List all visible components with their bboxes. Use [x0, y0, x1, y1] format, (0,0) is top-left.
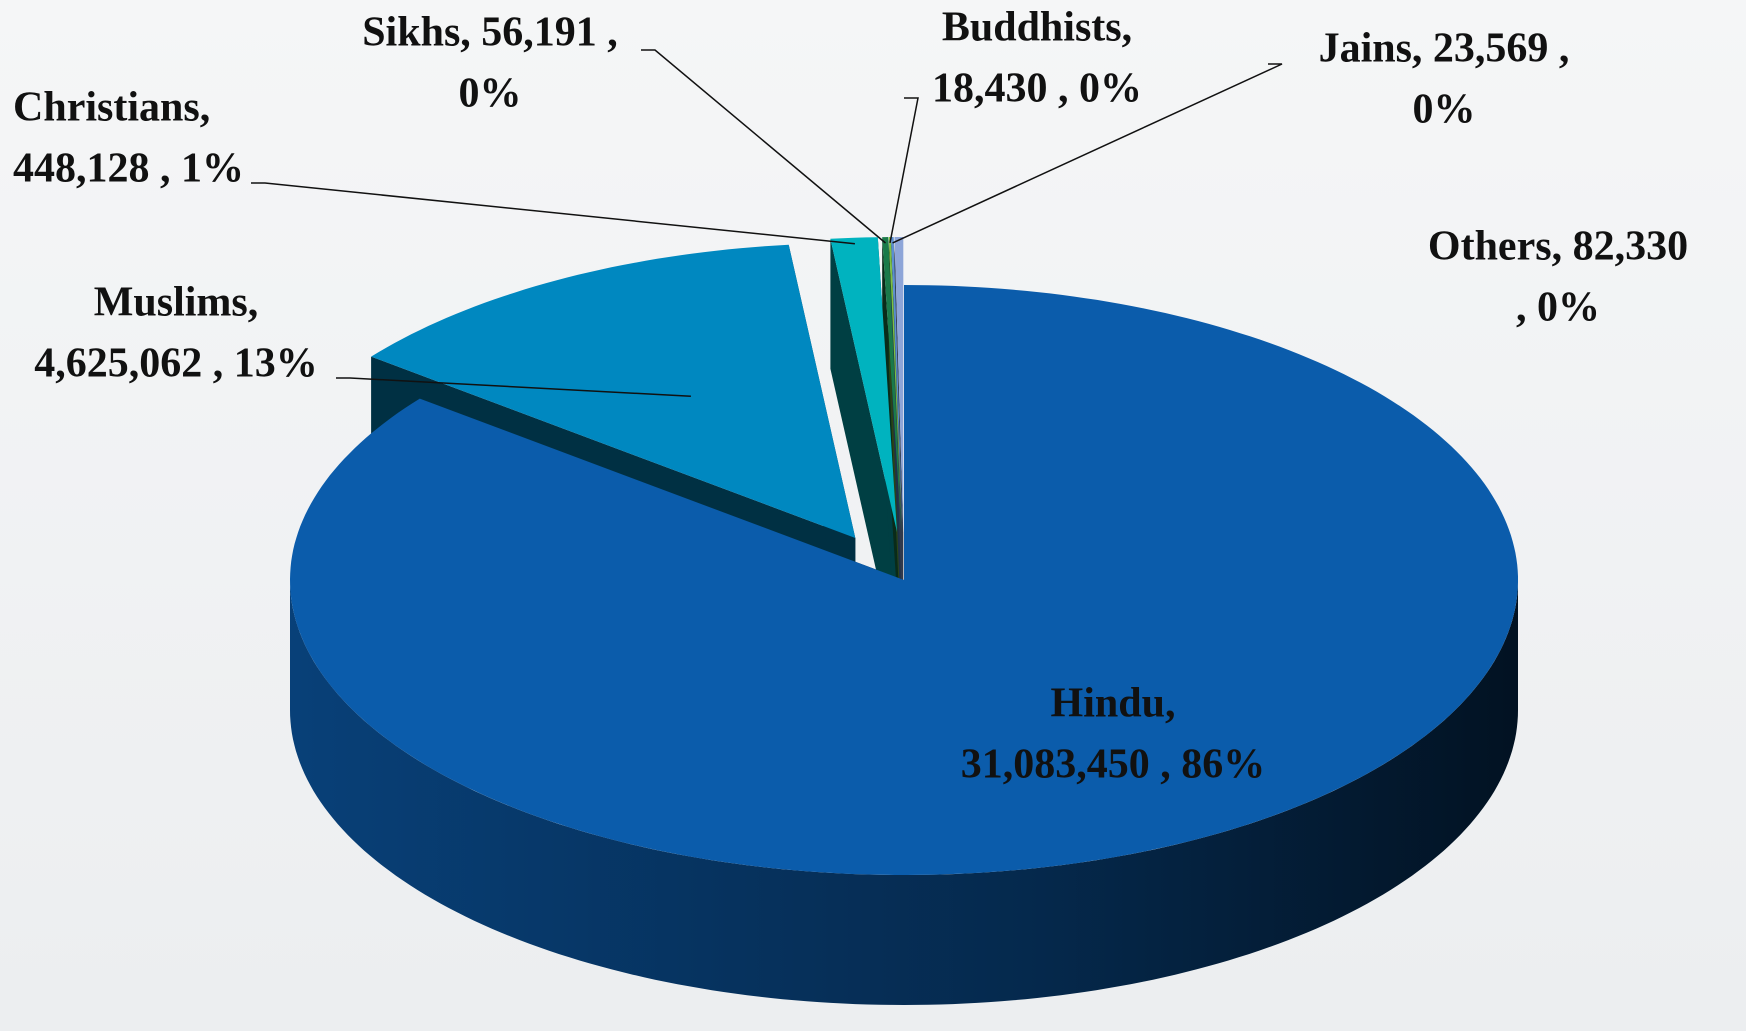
- slice: [830, 237, 897, 533]
- data-label: Muslims,: [94, 280, 259, 326]
- slice-side: [290, 580, 1518, 1005]
- leader-line: [892, 63, 1283, 244]
- slice-inner-side: [830, 238, 897, 663]
- slice-inner-side: [882, 237, 902, 662]
- data-label: , 0%: [1516, 285, 1600, 331]
- slice: [290, 285, 1518, 875]
- slice: [882, 237, 902, 532]
- slice: [888, 237, 902, 532]
- slice: [891, 237, 903, 532]
- data-label: Sikhs, 56,191 ,: [362, 10, 618, 56]
- data-label: 31,083,450 , 86%: [961, 742, 1266, 788]
- data-label: Buddhists,: [942, 5, 1132, 51]
- leader-line: [251, 182, 855, 245]
- pie-tops: [290, 237, 1518, 875]
- data-label: Hindu,: [1051, 681, 1176, 727]
- data-label: Others, 82,330: [1428, 224, 1688, 270]
- labels: Hindu, 31,083,450 , 86% Muslims, 4,625,062 …: [13, 5, 1688, 788]
- leader-line: [336, 377, 691, 398]
- data-label: 0%: [459, 71, 522, 117]
- data-label: 4,625,062 , 13%: [34, 341, 318, 387]
- data-label: Jains, 23,569 ,: [1319, 26, 1570, 72]
- slice: [894, 237, 904, 532]
- leader-line: [641, 49, 886, 244]
- data-label: Christians,: [13, 85, 210, 131]
- data-label: 448,128 , 1%: [13, 146, 244, 192]
- leader-line: [889, 97, 919, 244]
- data-label: 18,430 , 0%: [932, 66, 1142, 112]
- data-label: 0%: [1413, 87, 1476, 133]
